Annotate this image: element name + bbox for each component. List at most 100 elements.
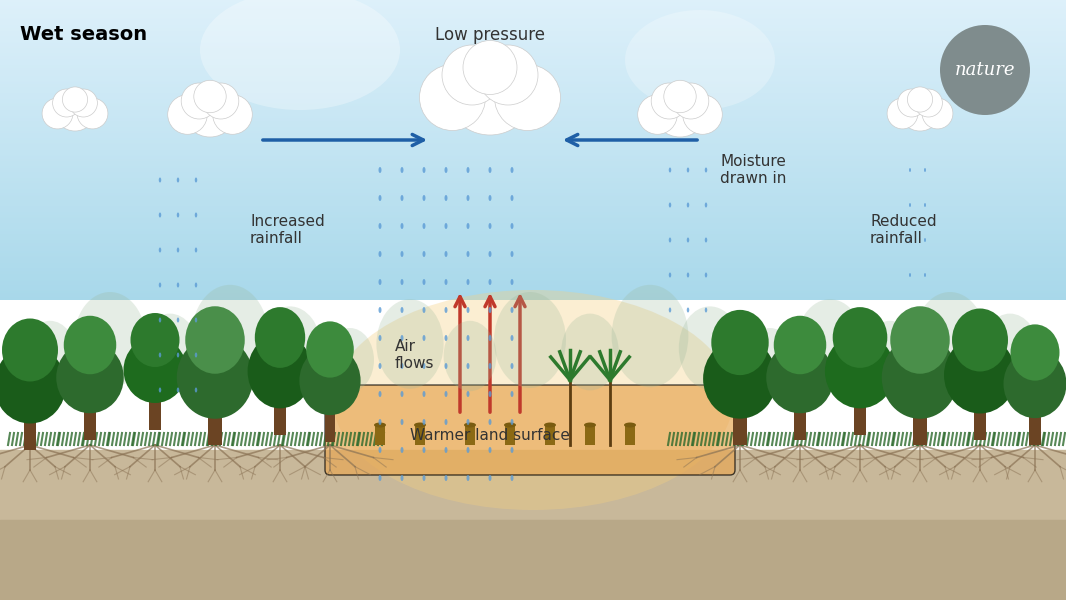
Bar [545,425,555,445]
Ellipse shape [23,321,77,391]
Ellipse shape [1011,325,1060,380]
Ellipse shape [488,307,491,313]
Ellipse shape [705,202,707,208]
Bar [973,410,986,440]
Ellipse shape [863,321,917,391]
Text: Low pressure: Low pressure [435,26,545,44]
Ellipse shape [326,328,374,392]
Bar [274,405,286,435]
Ellipse shape [467,447,469,453]
Ellipse shape [422,335,425,341]
Ellipse shape [130,313,179,367]
Bar [914,415,926,445]
Circle shape [77,98,108,129]
Circle shape [637,95,677,134]
Ellipse shape [704,339,777,419]
Ellipse shape [705,167,707,173]
Text: Air
flows: Air flows [395,339,435,371]
Bar [149,400,161,430]
Ellipse shape [195,352,197,358]
Ellipse shape [445,391,448,397]
Ellipse shape [494,292,566,388]
Circle shape [167,95,207,134]
Ellipse shape [159,178,161,182]
Ellipse shape [401,363,404,369]
Ellipse shape [488,363,491,369]
Circle shape [445,45,535,135]
Text: nature: nature [955,61,1015,79]
Circle shape [653,83,707,137]
Ellipse shape [909,273,911,277]
Circle shape [495,64,561,130]
Ellipse shape [192,285,269,387]
Ellipse shape [445,307,448,313]
Ellipse shape [195,212,197,217]
Ellipse shape [422,363,425,369]
Ellipse shape [612,285,689,387]
Ellipse shape [141,314,198,391]
Ellipse shape [544,422,556,427]
Ellipse shape [981,314,1038,391]
Ellipse shape [511,419,514,425]
Ellipse shape [488,447,491,453]
Ellipse shape [306,322,354,377]
Ellipse shape [467,307,469,313]
Circle shape [442,45,502,105]
Ellipse shape [159,283,161,287]
Ellipse shape [668,238,672,242]
Ellipse shape [924,238,926,242]
Ellipse shape [668,202,672,208]
Circle shape [682,95,723,134]
Ellipse shape [445,167,448,173]
Ellipse shape [511,363,514,369]
Ellipse shape [177,352,179,358]
Bar [794,410,806,440]
Ellipse shape [445,279,448,285]
Ellipse shape [467,419,469,425]
Ellipse shape [746,328,794,392]
Ellipse shape [2,319,58,382]
Ellipse shape [445,223,448,229]
Bar [505,425,515,445]
Ellipse shape [924,203,926,207]
Ellipse shape [401,195,404,201]
Ellipse shape [774,316,826,374]
Ellipse shape [467,363,469,369]
Ellipse shape [467,279,469,285]
Ellipse shape [422,307,425,313]
Ellipse shape [687,167,690,173]
Ellipse shape [177,283,179,287]
Ellipse shape [511,307,514,313]
Ellipse shape [422,195,425,201]
Ellipse shape [705,307,707,313]
Ellipse shape [159,317,161,323]
Ellipse shape [467,335,469,341]
Ellipse shape [195,247,197,253]
Ellipse shape [401,307,404,313]
Ellipse shape [833,307,887,368]
Ellipse shape [159,212,161,217]
Ellipse shape [195,178,197,182]
Ellipse shape [511,279,514,285]
Ellipse shape [668,307,672,313]
Ellipse shape [445,447,448,453]
Ellipse shape [464,422,477,427]
Ellipse shape [467,167,469,173]
Ellipse shape [467,223,469,229]
Ellipse shape [668,167,672,173]
Circle shape [420,64,485,130]
Ellipse shape [624,422,636,427]
Ellipse shape [414,422,426,427]
Ellipse shape [687,307,690,313]
Ellipse shape [467,391,469,397]
Circle shape [899,89,941,131]
Ellipse shape [401,167,404,173]
Ellipse shape [376,299,443,389]
Ellipse shape [177,247,179,253]
Ellipse shape [300,346,360,415]
Ellipse shape [445,195,448,201]
Ellipse shape [195,388,197,392]
Ellipse shape [511,167,514,173]
Ellipse shape [488,223,491,229]
Ellipse shape [488,391,491,397]
